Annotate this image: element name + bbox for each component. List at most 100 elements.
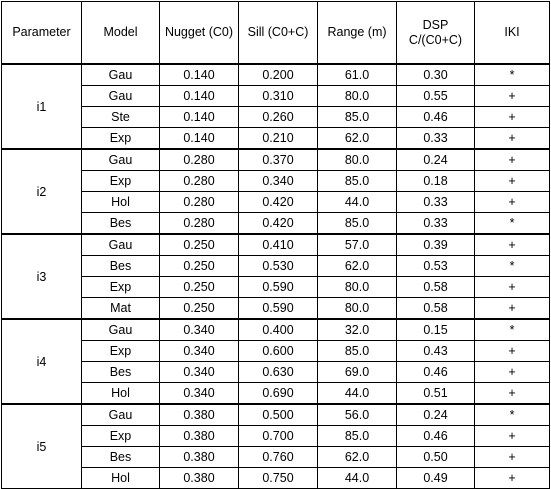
header-dsp-line2: C/(C0+C) [408,32,463,47]
model-cell: Gau [81,318,160,341]
table-row: Ste 0.140 0.260 85.0 0.46 + [2,106,550,128]
sill-cell: 0.750 [238,467,318,489]
model-cell: Gau [81,233,160,256]
range-cell: 85.0 [317,170,397,192]
iki-cell: + [474,425,550,447]
nugget-cell: 0.280 [159,148,239,171]
model-cell: Gau [81,63,160,86]
table-row: Exp 0.380 0.700 85.0 0.46 + [2,425,550,447]
sill-cell: 0.700 [238,425,318,447]
table-row: i3 Gau 0.250 0.410 57.0 0.39 + [1,233,550,320]
nugget-cell: 0.280 [159,191,239,213]
range-cell: 62.0 [317,446,397,468]
table-row: i1 Gau 0.140 0.200 61.0 0.30 * [1,63,550,150]
dsp-cell: 0.33 [396,212,475,235]
iki-cell: + [474,106,550,128]
header-iki: IKI [474,1,550,65]
sill-cell: 0.200 [238,63,318,86]
dsp-cell: 0.39 [396,233,475,256]
range-cell: 56.0 [317,403,397,426]
model-cell: Bes [81,212,160,235]
range-cell: 32.0 [317,318,397,341]
dsp-cell: 0.30 [396,63,475,86]
nugget-cell: 0.250 [159,233,239,256]
range-cell: 85.0 [317,425,397,447]
dsp-cell: 0.33 [396,127,475,150]
iki-cell: + [474,297,550,320]
iki-cell: + [474,382,550,405]
sill-cell: 0.260 [238,106,318,128]
parameter-cell: i1 [1,63,82,150]
parameter-cell: i5 [1,403,82,489]
table-row: Hol 0.340 0.690 44.0 0.51 + [2,382,550,405]
dsp-cell: 0.43 [396,340,475,362]
model-cell: Gau [81,148,160,171]
table-row: Exp 0.140 0.210 62.0 0.33 + [2,127,550,150]
iki-cell: * [474,255,550,277]
dsp-cell: 0.46 [396,106,475,128]
nugget-cell: 0.280 [159,170,239,192]
header-parameter: Parameter [1,1,82,65]
model-cell: Gau [81,85,160,107]
model-cell: Hol [81,382,160,405]
iki-cell: + [474,170,550,192]
nugget-cell: 0.380 [159,403,239,426]
dsp-cell: 0.51 [396,382,475,405]
nugget-cell: 0.140 [159,85,239,107]
model-cell: Hol [81,467,160,489]
model-cell: Bes [81,361,160,383]
table-row: Bes 0.280 0.420 85.0 0.33 * [2,212,550,235]
sill-cell: 0.210 [238,127,318,150]
nugget-cell: 0.140 [159,127,239,150]
model-cell: Hol [81,191,160,213]
range-cell: 69.0 [317,361,397,383]
range-cell: 85.0 [317,106,397,128]
iki-cell: + [474,148,550,171]
nugget-cell: 0.140 [159,106,239,128]
nugget-cell: 0.250 [159,276,239,298]
range-cell: 44.0 [317,382,397,405]
nugget-cell: 0.250 [159,255,239,277]
header-dsp-line1: DSP [422,17,449,32]
parameter-cell: i3 [1,233,82,320]
model-cell: Exp [81,340,160,362]
dsp-cell: 0.15 [396,318,475,341]
iki-cell: + [474,191,550,213]
parameter-cell: i2 [1,148,82,235]
dsp-cell: 0.24 [396,403,475,426]
nugget-cell: 0.340 [159,340,239,362]
header-dsp: DSP C/(C0+C) [396,1,475,65]
header-model: Model [81,1,160,65]
sill-cell: 0.760 [238,446,318,468]
table-row: Exp 0.340 0.600 85.0 0.43 + [2,340,550,362]
range-cell: 85.0 [317,212,397,235]
table-row: i4 Gau 0.340 0.400 32.0 0.15 * [1,318,550,405]
iki-cell: + [474,340,550,362]
table-row: Bes 0.340 0.630 69.0 0.46 + [2,361,550,383]
table-row: Bes 0.380 0.760 62.0 0.50 + [2,446,550,468]
dsp-cell: 0.50 [396,446,475,468]
iki-cell: + [474,233,550,256]
table-row: Hol 0.380 0.750 44.0 0.49 + [2,467,550,489]
table-row: Exp 0.280 0.340 85.0 0.18 + [2,170,550,192]
dsp-cell: 0.58 [396,276,475,298]
dsp-cell: 0.46 [396,425,475,447]
sill-cell: 0.590 [238,276,318,298]
model-cell: Exp [81,127,160,150]
sill-cell: 0.340 [238,170,318,192]
nugget-cell: 0.380 [159,467,239,489]
range-cell: 80.0 [317,85,397,107]
iki-cell: * [474,318,550,341]
table-row: i2 Gau 0.280 0.370 80.0 0.24 + [1,148,550,235]
dsp-cell: 0.53 [396,255,475,277]
range-cell: 80.0 [317,276,397,298]
range-cell: 80.0 [317,148,397,171]
iki-cell: + [474,361,550,383]
range-cell: 85.0 [317,340,397,362]
iki-cell: + [474,85,550,107]
iki-cell: * [474,63,550,86]
dsp-cell: 0.55 [396,85,475,107]
model-cell: Bes [81,446,160,468]
sill-cell: 0.400 [238,318,318,341]
dsp-cell: 0.58 [396,297,475,320]
